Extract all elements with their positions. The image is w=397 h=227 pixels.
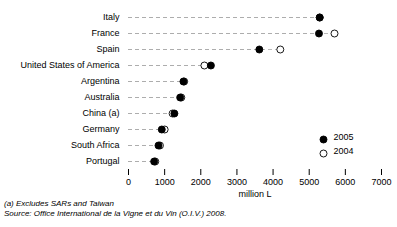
svg-text:6000: 6000 [335,177,355,187]
svg-text:United States of America: United States of America [20,60,119,70]
svg-text:Germany: Germany [82,124,120,134]
svg-text:1000: 1000 [155,177,175,187]
svg-text:3000: 3000 [227,177,247,187]
html-text:Source: Office International d: Source: Office International de la Vigne… [4,209,227,218]
svg-text:7000: 7000 [371,177,391,187]
svg-text:China (a): China (a) [82,108,119,118]
svg-text:France: France [91,28,119,38]
svg-text:5000: 5000 [299,177,319,187]
svg-text:Italy: Italy [103,12,120,22]
svg-text:0: 0 [126,177,131,187]
svg-text:2000: 2000 [191,177,211,187]
svg-text:million L: million L [238,189,271,199]
svg-text:4000: 4000 [263,177,283,187]
svg-text:South Africa: South Africa [71,140,120,150]
svg-text:Argentina: Argentina [81,76,120,86]
svg-text:2004: 2004 [334,146,354,156]
svg-text:Portugal: Portugal [86,156,120,166]
svg-text:Spain: Spain [96,44,119,54]
html-text:(a) Excludes SARs and Taiwan: (a) Excludes SARs and Taiwan [4,199,114,208]
svg-text:2005: 2005 [334,132,354,142]
svg-text:Australia: Australia [84,92,119,102]
